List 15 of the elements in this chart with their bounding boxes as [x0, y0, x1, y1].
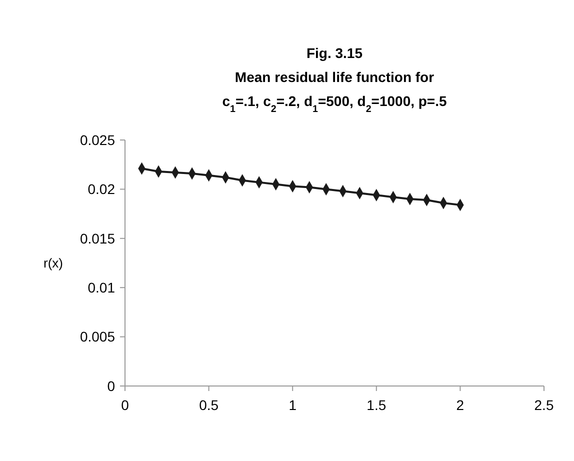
- text: Mean residual life function for c$_{1}$=.1, c$_{2}$=.2, d$_{1}$=500, d$_{2}$=1000, p=.5: [222, 69, 447, 114]
- x-tick-label: 1: [288, 397, 297, 413]
- y-axis-title: r(x): [44, 256, 63, 271]
- y-tick-label: 0.02: [88, 181, 116, 198]
- x-tick-label: 0: [121, 397, 130, 413]
- x-tick-label: 1.5: [366, 397, 386, 413]
- x-tick-label: 2: [456, 397, 464, 413]
- x-tick-label: 0.5: [199, 397, 219, 413]
- y-tick-label: 0.025: [80, 132, 116, 148]
- y-tick-label: 0.005: [80, 328, 116, 345]
- y-tick-label: 0: [107, 378, 116, 394]
- y-tick-label: 0.015: [80, 230, 116, 246]
- chart-title: Fig. 3.15: [306, 45, 363, 61]
- x-tick-label: 2.5: [534, 397, 554, 413]
- y-tick-label: 0.01: [88, 280, 116, 296]
